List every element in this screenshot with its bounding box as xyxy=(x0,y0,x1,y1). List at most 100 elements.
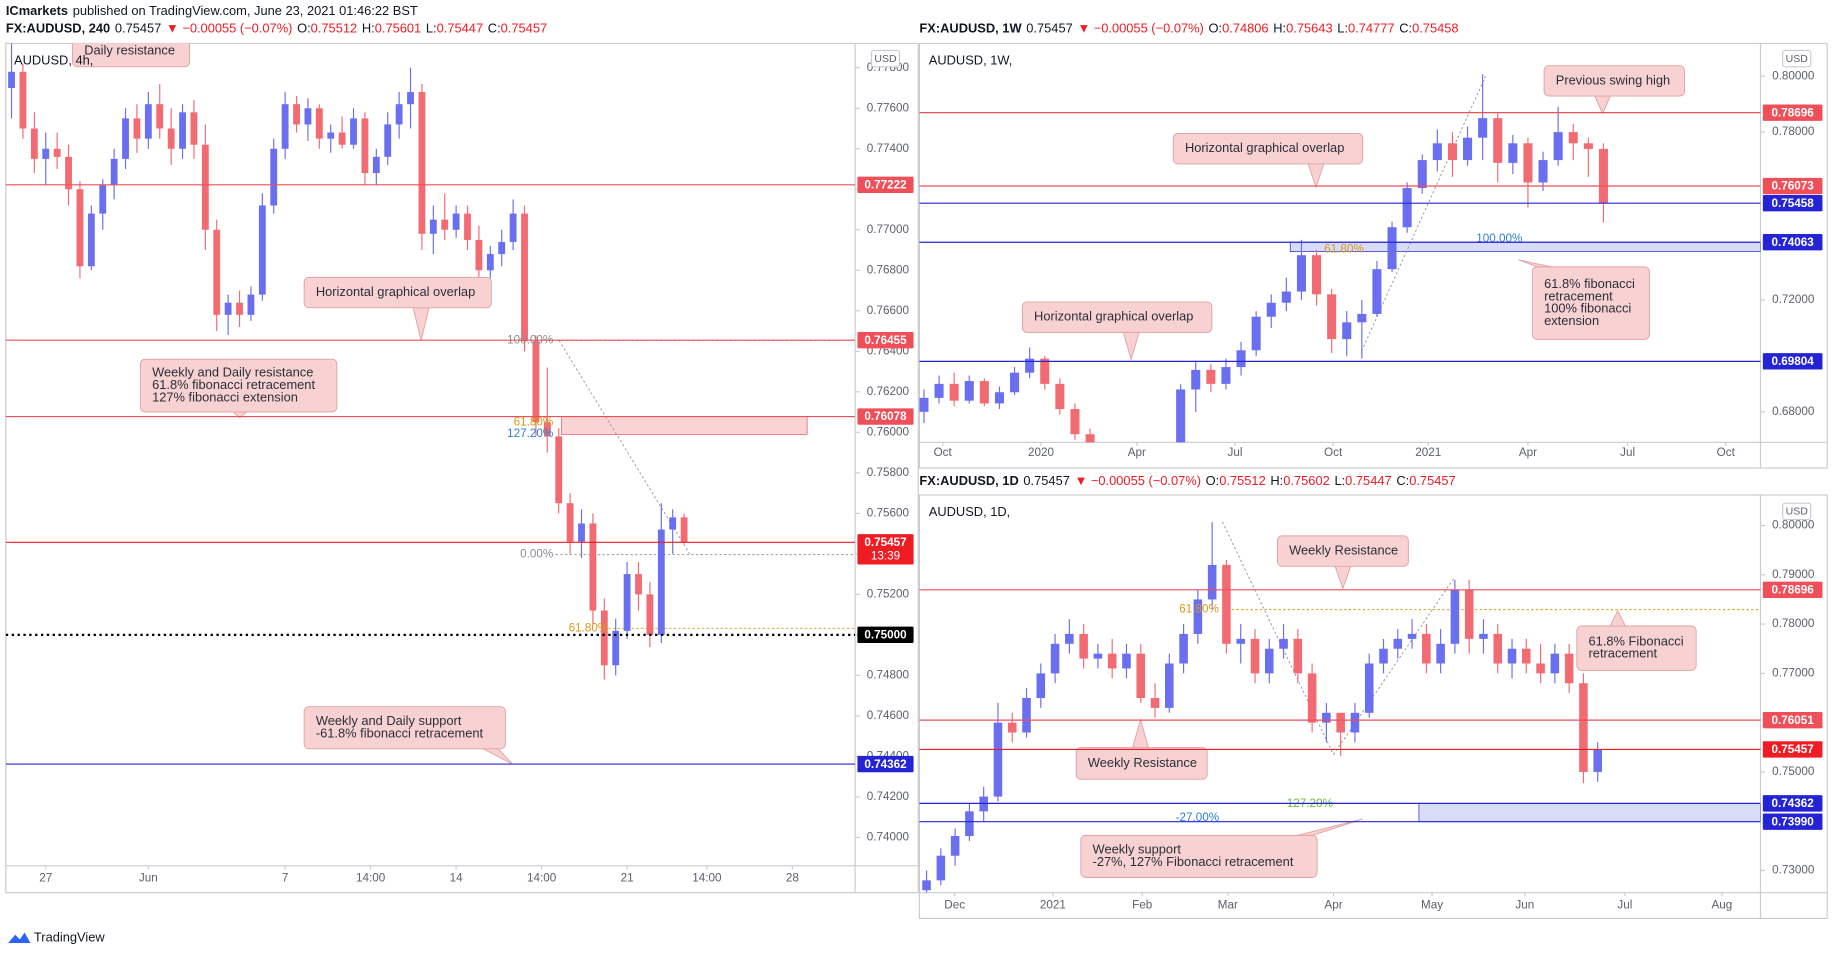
candle-body xyxy=(133,118,141,139)
level-label: 0.76051 xyxy=(1772,714,1815,727)
price-change: ▼ −0.00055 (−0.07%) xyxy=(166,21,292,36)
candle-body xyxy=(1432,143,1442,161)
currency: USD xyxy=(1786,53,1809,65)
y-tick-label: 0.75000 xyxy=(1772,765,1815,778)
callout-box xyxy=(72,43,190,68)
candle-body xyxy=(1079,633,1088,659)
candle-body xyxy=(1221,367,1231,384)
x-tick-label: Apr xyxy=(1128,446,1146,459)
level-label-bg xyxy=(1762,104,1823,121)
symbol-info: FX:AUDUSD, 1W 0.75457 ▼ −0.00055 (−0.07%) O… xyxy=(919,21,1458,36)
callout-box xyxy=(1576,625,1697,671)
callout-box xyxy=(1276,535,1409,567)
level-label: 0.76073 xyxy=(1772,180,1815,193)
candle-body xyxy=(407,92,414,105)
candle-body xyxy=(532,341,540,423)
plot-area: 61.80%127.20%-27.00%Weekly Resistance61.… xyxy=(922,521,1761,893)
logo-mark xyxy=(8,932,31,943)
plot-area: 61.80% 100.00% Previous swing high Horizont… xyxy=(919,65,1761,443)
callout-text: Horizontal graphical overlap xyxy=(1034,309,1193,324)
candle-body xyxy=(270,148,278,206)
callout-text: Weekly Resistance xyxy=(1289,543,1398,558)
candle-body xyxy=(1136,653,1146,699)
callout-text: Weekly and Daily resistance xyxy=(152,365,313,380)
candle-body xyxy=(1065,633,1074,644)
callout-text: Weekly Resistance xyxy=(1088,755,1197,770)
level-label: 0.75000 xyxy=(864,629,907,642)
currency: USD xyxy=(874,53,897,65)
candle-body xyxy=(1336,712,1345,733)
ohlc-key: H: xyxy=(1273,21,1286,36)
candle-body xyxy=(1536,663,1545,674)
ohlc-key: H: xyxy=(362,21,375,36)
y-tick-label: 0.77000 xyxy=(867,223,910,236)
candle-body xyxy=(452,213,460,230)
candle-body xyxy=(669,517,677,530)
x-tick-label: 7 xyxy=(282,872,289,885)
callout-box xyxy=(1531,266,1650,340)
callout-text: 61.8% Fibonacci xyxy=(1589,633,1684,648)
level-label: 0.74362 xyxy=(864,758,907,771)
ohlc-value: 0.75447 xyxy=(437,21,483,36)
x-tick-label: Apr xyxy=(1519,446,1537,459)
countdown: 13:39 xyxy=(871,549,900,562)
callout: Horizontal graphical overlap xyxy=(1021,301,1213,361)
callout-text: Weekly and Daily support xyxy=(316,713,462,728)
candle-body xyxy=(384,124,392,157)
y-tick-label: 0.76800 xyxy=(867,263,910,276)
candle-body xyxy=(1583,143,1593,149)
candle-body xyxy=(99,185,107,214)
candle-body xyxy=(1553,132,1563,161)
y-tick-label: 0.76600 xyxy=(867,304,910,317)
candle-body xyxy=(1357,313,1367,323)
ohlc-value: 0.75457 xyxy=(1409,473,1455,488)
callout-text: retracement xyxy=(1544,288,1613,303)
callout-text: Daily resistance xyxy=(84,42,175,57)
x-tick-label: Jul xyxy=(1620,446,1635,459)
y-tick-label: 0.77600 xyxy=(867,101,910,114)
callout-text: 61.8% fibonacci xyxy=(1544,276,1635,291)
candle-body xyxy=(1179,633,1188,664)
candle-body xyxy=(1050,643,1060,674)
callout: Horizontal graphical overlap xyxy=(1172,133,1364,189)
candle-body xyxy=(1364,663,1374,713)
candle-body xyxy=(1036,673,1046,699)
y-tick-label: 0.68000 xyxy=(1772,405,1815,418)
callout-text: 100% fibonacci xyxy=(1544,301,1631,316)
candle-body xyxy=(304,108,312,125)
candle-body xyxy=(1372,269,1382,314)
callout-text: Horizontal graphical overlap xyxy=(316,284,475,299)
y-tick-label: 0.74600 xyxy=(867,709,910,722)
candle-body xyxy=(1312,255,1322,295)
candle-body xyxy=(1568,132,1578,144)
fib-label: 127.20% xyxy=(507,427,553,440)
ohlc-value: 0.75602 xyxy=(1283,473,1329,488)
symbol: FX:AUDUSD, 240 xyxy=(6,21,110,36)
x-tick-label: 2020 xyxy=(1028,446,1055,459)
callout: Weekly Resistance xyxy=(1276,535,1409,590)
candle-body xyxy=(578,523,585,542)
candle-body xyxy=(53,148,61,157)
ohlc-key: L: xyxy=(1334,473,1345,488)
candle-body xyxy=(950,836,960,856)
x-tick-label: Mar xyxy=(1218,899,1238,912)
candle-body xyxy=(1327,294,1337,340)
x-tick-label: Jul xyxy=(1228,446,1243,459)
ohlc-value: 0.75447 xyxy=(1345,473,1391,488)
fib-label: 0.00% xyxy=(520,548,553,561)
candle-body xyxy=(429,219,437,234)
candle-body xyxy=(30,128,38,159)
candle-body xyxy=(1007,722,1017,733)
candle-body xyxy=(1307,673,1317,723)
candle-body xyxy=(1264,648,1274,674)
symbol-info: FX:AUDUSD, 1D 0.75457 ▼ −0.00055 (−0.07%) O… xyxy=(919,473,1455,488)
candle-body xyxy=(338,132,346,145)
candle-body xyxy=(1436,643,1445,664)
callout: Previous swing high xyxy=(1543,65,1685,115)
callout-text: extension xyxy=(1544,313,1599,328)
candle-body xyxy=(994,392,1004,404)
candle-body xyxy=(979,796,988,812)
x-tick-label: Jun xyxy=(1515,899,1534,912)
